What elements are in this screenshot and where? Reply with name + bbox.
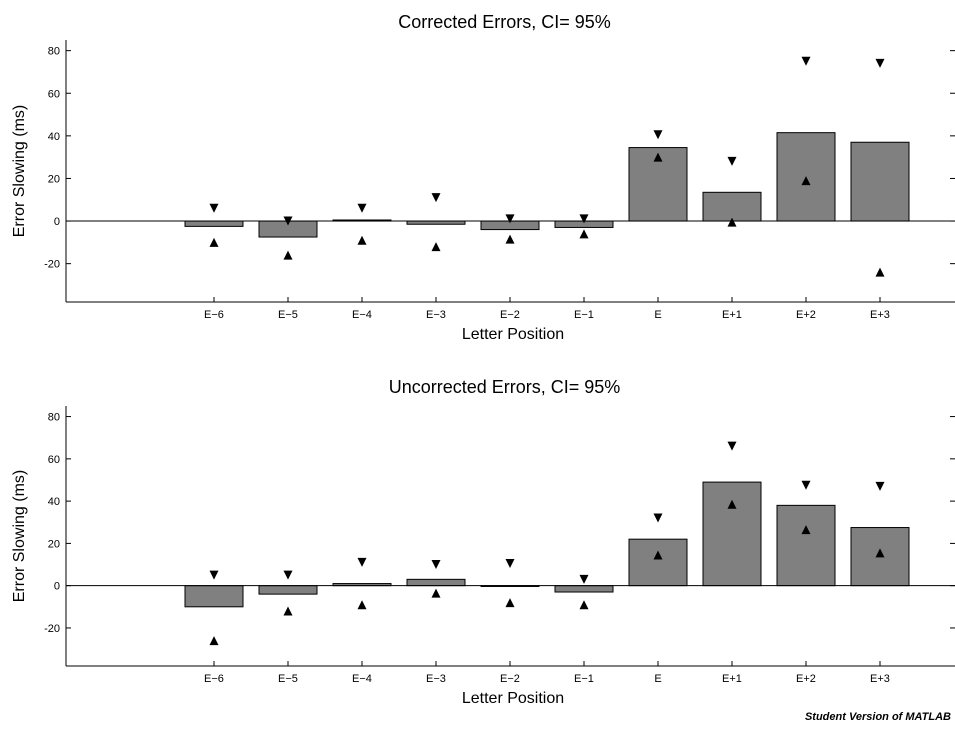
y-tick-label: 20 bbox=[48, 173, 60, 185]
x-tick-label: E+2 bbox=[796, 309, 816, 321]
ci-upper-marker bbox=[801, 480, 811, 490]
ci-lower-marker bbox=[801, 525, 811, 535]
chart-title: Uncorrected Errors, CI= 95% bbox=[389, 377, 621, 397]
ci-upper-marker bbox=[505, 558, 515, 568]
ci-upper-marker bbox=[875, 58, 885, 68]
ci-upper-marker bbox=[357, 557, 367, 567]
x-tick-label: E−1 bbox=[574, 309, 594, 321]
x-tick-label: E+2 bbox=[796, 673, 816, 685]
bar bbox=[554, 585, 614, 593]
bar bbox=[184, 220, 244, 227]
ci-upper-marker bbox=[209, 203, 219, 213]
ci-lower-marker bbox=[209, 636, 219, 646]
y-tick-label: 60 bbox=[48, 454, 60, 466]
x-tick-label: E−2 bbox=[500, 309, 520, 321]
x-tick-label: E−4 bbox=[352, 309, 372, 321]
ci-lower-marker bbox=[875, 548, 885, 558]
bar bbox=[702, 191, 762, 222]
ci-lower-marker bbox=[283, 606, 293, 616]
ci-lower-marker bbox=[357, 600, 367, 610]
x-axis-label: Letter Position bbox=[462, 690, 564, 707]
ci-upper-marker bbox=[505, 214, 515, 224]
ci-lower-marker bbox=[653, 152, 663, 162]
x-tick-label: E+1 bbox=[722, 309, 742, 321]
ci-lower-marker bbox=[579, 600, 589, 610]
x-tick-label: E−3 bbox=[426, 673, 446, 685]
x-tick-label: E bbox=[654, 309, 661, 321]
bar bbox=[850, 141, 910, 222]
x-tick-label: E−5 bbox=[278, 309, 298, 321]
x-tick-label: E+3 bbox=[870, 309, 890, 321]
x-axis-label: Letter Position bbox=[462, 326, 564, 343]
y-tick-label: 0 bbox=[54, 216, 60, 228]
ci-lower-marker bbox=[505, 598, 515, 608]
bar bbox=[776, 504, 836, 587]
ci-upper-marker bbox=[727, 156, 737, 166]
x-tick-label: E−6 bbox=[204, 309, 224, 321]
ci-upper-marker bbox=[579, 574, 589, 584]
y-axis-label: Error Slowing (ms) bbox=[11, 105, 28, 237]
x-tick-label: E−4 bbox=[352, 673, 372, 685]
x-tick-label: E−3 bbox=[426, 309, 446, 321]
bar bbox=[702, 481, 762, 587]
y-tick-label: -20 bbox=[44, 623, 60, 635]
bar bbox=[258, 585, 318, 595]
ci-upper-marker bbox=[579, 214, 589, 224]
chart-title: Corrected Errors, CI= 95% bbox=[398, 12, 611, 32]
y-tick-label: 20 bbox=[48, 538, 60, 550]
ci-upper-marker bbox=[653, 513, 663, 523]
x-tick-label: E+3 bbox=[870, 673, 890, 685]
ci-upper-marker bbox=[431, 193, 441, 203]
bar bbox=[628, 538, 688, 587]
matlab-watermark: Student Version of MATLAB bbox=[804, 711, 951, 723]
x-tick-label: E+1 bbox=[722, 673, 742, 685]
ci-lower-marker bbox=[727, 217, 737, 227]
ci-lower-marker bbox=[431, 242, 441, 252]
bar bbox=[184, 585, 244, 608]
ci-lower-marker bbox=[875, 267, 885, 277]
chart-2: Uncorrected Errors, CI= 95% -20 0 20 40 60 80 E… bbox=[11, 377, 955, 707]
y-tick-label: 40 bbox=[48, 131, 60, 143]
ci-upper-marker bbox=[653, 130, 663, 140]
ci-lower-marker bbox=[801, 176, 811, 186]
ci-lower-marker bbox=[579, 229, 589, 239]
y-tick-label: -20 bbox=[44, 259, 60, 271]
ci-lower-marker bbox=[431, 588, 441, 598]
ci-upper-marker bbox=[209, 570, 219, 580]
x-tick-label: E−1 bbox=[574, 673, 594, 685]
ci-upper-marker bbox=[283, 570, 293, 580]
y-tick-label: 0 bbox=[54, 581, 60, 593]
ci-lower-marker bbox=[283, 250, 293, 260]
x-tick-label: E−6 bbox=[204, 673, 224, 685]
y-axis-label: Error Slowing (ms) bbox=[11, 470, 28, 602]
bar bbox=[406, 578, 466, 587]
ci-upper-marker bbox=[357, 203, 367, 213]
x-tick-label: E−5 bbox=[278, 673, 298, 685]
ci-upper-marker bbox=[801, 56, 811, 66]
ci-upper-marker bbox=[727, 441, 737, 451]
y-tick-label: 60 bbox=[48, 88, 60, 100]
ci-lower-marker bbox=[653, 550, 663, 560]
y-tick-label: 80 bbox=[48, 412, 60, 424]
x-tick-label: E bbox=[654, 673, 661, 685]
y-tick-label: 40 bbox=[48, 496, 60, 508]
ci-upper-marker bbox=[431, 560, 441, 570]
x-tick-label: E−2 bbox=[500, 673, 520, 685]
chart-1: Corrected Errors, CI= 95% -20 0 20 40 60 80 Err… bbox=[11, 12, 955, 343]
ci-upper-marker bbox=[875, 481, 885, 491]
ci-lower-marker bbox=[209, 237, 219, 247]
ci-lower-marker bbox=[357, 235, 367, 245]
ci-lower-marker bbox=[505, 234, 515, 244]
ci-lower-marker bbox=[727, 499, 737, 509]
y-tick-label: 80 bbox=[48, 46, 60, 58]
